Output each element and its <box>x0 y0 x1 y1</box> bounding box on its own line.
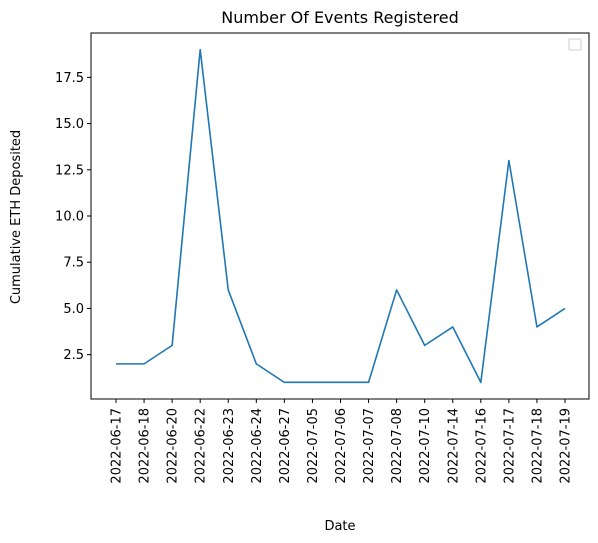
y-tick-label: 7.5 <box>63 256 84 271</box>
x-tick-label: 2022-07-17 <box>502 408 517 484</box>
y-tick-label: 10.0 <box>55 210 84 225</box>
y-tick-label: 15.0 <box>55 117 84 132</box>
y-axis: 2.5 5.0 7.5 10.0 12.5 15.0 17.5 <box>55 71 91 363</box>
y-tick-label: 2.5 <box>63 348 84 363</box>
x-tick-label: 2022-06-17 <box>110 408 125 484</box>
y-tick-label: 17.5 <box>55 71 84 86</box>
x-tick-label: 2022-07-14 <box>446 408 461 484</box>
x-tick-label: 2022-06-23 <box>222 408 237 484</box>
y-tick-label: 5.0 <box>63 302 84 317</box>
x-tick-label: 2022-06-18 <box>138 408 153 484</box>
plot-frame <box>90 32 590 400</box>
x-axis-label: Date <box>324 519 355 534</box>
x-tick-label: 2022-07-10 <box>418 408 433 484</box>
x-tick-label: 2022-07-06 <box>334 408 349 484</box>
x-tick-label: 2022-06-27 <box>278 408 293 484</box>
x-tick-label: 2022-07-16 <box>474 408 489 484</box>
x-tick-label: 2022-07-08 <box>390 408 405 484</box>
y-axis-label: Cumulative ETH Deposited <box>9 130 24 304</box>
y-tick-label: 12.5 <box>55 163 84 178</box>
x-tick-label: 2022-07-05 <box>306 408 321 484</box>
x-tick-label: 2022-06-20 <box>166 408 181 484</box>
legend-box <box>568 38 582 51</box>
series-layer <box>115 48 566 384</box>
x-tick-label: 2022-07-18 <box>530 408 545 484</box>
x-tick-label: 2022-07-19 <box>559 408 574 484</box>
series-line <box>116 48 566 384</box>
x-tick-label: 2022-06-22 <box>194 408 209 484</box>
x-tick-label: 2022-07-07 <box>362 408 377 484</box>
chart-title: Number Of Events Registered <box>221 8 458 27</box>
x-tick-label: 2022-06-24 <box>250 408 265 484</box>
x-axis: 2022-06-17 2022-06-18 2022-06-20 2022-06-22… <box>110 399 574 484</box>
